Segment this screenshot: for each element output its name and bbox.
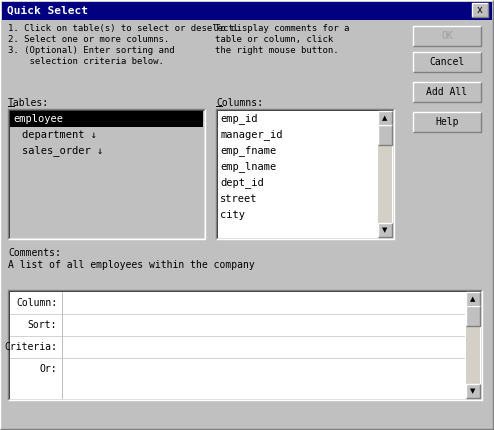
Bar <box>378 125 392 223</box>
Text: x: x <box>477 5 483 15</box>
Bar <box>466 306 480 384</box>
Bar <box>378 111 392 237</box>
Text: department ↓: department ↓ <box>22 130 97 140</box>
Bar <box>378 223 392 237</box>
Text: Columns:: Columns: <box>216 98 263 108</box>
Text: selection criteria below.: selection criteria below. <box>8 57 164 66</box>
Text: OK: OK <box>441 31 453 41</box>
Text: Help: Help <box>435 117 459 127</box>
Bar <box>8 109 205 239</box>
Text: 2. Select one or more columns.: 2. Select one or more columns. <box>8 35 169 44</box>
Text: Add All: Add All <box>426 87 467 97</box>
Bar <box>466 306 480 326</box>
Text: To display comments for a: To display comments for a <box>215 24 349 33</box>
Bar <box>466 292 480 306</box>
Bar <box>466 384 480 398</box>
Bar <box>378 111 392 125</box>
Text: Criteria:: Criteria: <box>4 342 57 352</box>
Bar <box>466 292 480 398</box>
Text: street: street <box>220 194 257 204</box>
Bar <box>413 26 481 46</box>
Bar <box>472 3 488 17</box>
Text: Tables:: Tables: <box>8 98 49 108</box>
Text: ▼: ▼ <box>470 388 476 394</box>
Text: 1. Click on table(s) to select or deselect.: 1. Click on table(s) to select or desele… <box>8 24 239 33</box>
Text: table or column, click: table or column, click <box>215 35 333 44</box>
Text: A list of all employees within the company: A list of all employees within the compa… <box>8 260 255 270</box>
Text: emp_lname: emp_lname <box>220 162 276 172</box>
Text: sales_order ↓: sales_order ↓ <box>22 145 103 157</box>
Bar <box>378 125 392 145</box>
Text: emp_fname: emp_fname <box>220 145 276 157</box>
Bar <box>216 109 394 239</box>
Bar <box>2 2 492 20</box>
Text: employee: employee <box>13 114 63 124</box>
Text: manager_id: manager_id <box>220 129 283 141</box>
Text: Comments:: Comments: <box>8 248 61 258</box>
Bar <box>10 111 203 127</box>
Text: 3. (Optional) Enter sorting and: 3. (Optional) Enter sorting and <box>8 46 174 55</box>
Text: Quick Select: Quick Select <box>7 6 88 16</box>
Text: Cancel: Cancel <box>429 57 465 67</box>
Text: emp_id: emp_id <box>220 114 257 124</box>
Text: ▲: ▲ <box>382 115 388 121</box>
Text: dept_id: dept_id <box>220 178 264 188</box>
Text: the right mouse button.: the right mouse button. <box>215 46 338 55</box>
Text: ▲: ▲ <box>470 296 476 302</box>
Bar <box>8 290 482 400</box>
Text: Column:: Column: <box>16 298 57 308</box>
Bar <box>413 82 481 102</box>
Text: Or:: Or: <box>40 364 57 374</box>
Text: Sort:: Sort: <box>28 320 57 330</box>
Bar <box>413 52 481 72</box>
Text: city: city <box>220 210 245 220</box>
Bar <box>413 112 481 132</box>
Text: ▼: ▼ <box>382 227 388 233</box>
